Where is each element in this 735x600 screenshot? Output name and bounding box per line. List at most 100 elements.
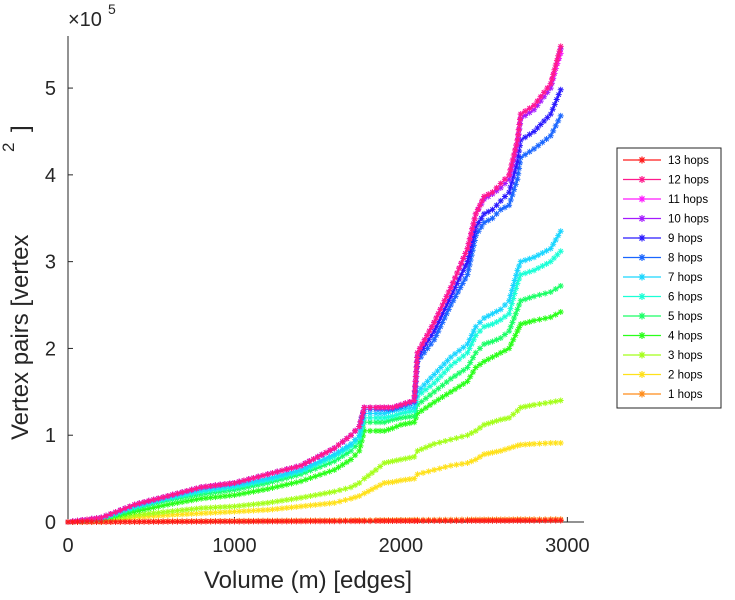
data-point bbox=[321, 500, 328, 507]
data-point bbox=[411, 387, 418, 394]
data-point bbox=[468, 458, 475, 465]
data-point bbox=[466, 345, 473, 352]
data-point bbox=[193, 496, 200, 503]
data-point bbox=[293, 518, 300, 525]
data-point bbox=[347, 495, 354, 502]
data-point bbox=[385, 404, 392, 411]
data-point bbox=[250, 518, 257, 525]
data-point bbox=[421, 349, 428, 356]
data-point bbox=[406, 413, 413, 420]
data-point bbox=[367, 404, 374, 411]
data-point bbox=[397, 410, 404, 417]
plot-series bbox=[65, 43, 564, 525]
data-point bbox=[372, 404, 379, 411]
data-point bbox=[317, 471, 324, 478]
data-point bbox=[397, 401, 404, 408]
data-point bbox=[447, 302, 454, 309]
data-point bbox=[481, 315, 488, 322]
data-point bbox=[212, 494, 219, 501]
data-point bbox=[522, 134, 529, 141]
data-point bbox=[531, 145, 538, 152]
data-point bbox=[188, 518, 195, 525]
legend-label: 5 hops bbox=[668, 311, 703, 323]
data-point bbox=[302, 518, 309, 525]
data-point bbox=[367, 518, 374, 525]
data-point bbox=[331, 445, 338, 452]
data-point bbox=[508, 161, 515, 168]
data-point bbox=[245, 489, 252, 496]
data-point bbox=[508, 300, 515, 307]
data-point bbox=[361, 518, 368, 525]
data-point bbox=[431, 319, 438, 326]
data-point bbox=[369, 486, 376, 493]
data-point bbox=[357, 418, 364, 425]
data-point bbox=[231, 518, 238, 525]
data-point bbox=[411, 413, 418, 420]
data-point bbox=[174, 490, 181, 497]
data-point bbox=[531, 317, 538, 324]
data-point bbox=[464, 364, 471, 371]
data-point bbox=[381, 427, 388, 434]
data-point bbox=[250, 478, 257, 485]
data-point bbox=[331, 518, 338, 525]
data-point bbox=[279, 505, 286, 512]
data-point bbox=[255, 477, 262, 484]
data-point bbox=[389, 404, 396, 411]
data-point bbox=[356, 432, 363, 439]
data-point bbox=[381, 518, 388, 525]
data-point bbox=[236, 491, 243, 498]
data-point bbox=[352, 436, 359, 443]
data-point bbox=[478, 215, 485, 222]
data-point bbox=[543, 136, 550, 143]
data-point bbox=[103, 518, 110, 525]
data-point bbox=[464, 341, 471, 348]
y-axis-title-superscript: 2 bbox=[0, 143, 18, 152]
data-point bbox=[543, 260, 550, 267]
data-point bbox=[98, 514, 105, 521]
data-point bbox=[472, 517, 479, 524]
data-point bbox=[549, 106, 556, 113]
data-point bbox=[471, 215, 478, 222]
data-point bbox=[443, 379, 450, 386]
data-point bbox=[557, 440, 564, 447]
data-point bbox=[422, 444, 429, 451]
data-point bbox=[427, 402, 434, 409]
data-point bbox=[531, 254, 538, 261]
data-point bbox=[420, 345, 427, 352]
data-point bbox=[385, 479, 392, 486]
data-point bbox=[510, 295, 517, 302]
data-point bbox=[293, 503, 300, 510]
data-point bbox=[468, 517, 475, 524]
series-3-hops bbox=[65, 397, 564, 525]
data-point bbox=[472, 349, 479, 356]
data-point bbox=[547, 314, 554, 321]
data-point bbox=[385, 426, 392, 433]
data-point bbox=[424, 345, 431, 352]
data-point bbox=[493, 517, 500, 524]
data-point bbox=[468, 230, 475, 237]
data-point bbox=[198, 510, 205, 517]
data-point bbox=[542, 315, 549, 322]
data-point bbox=[412, 373, 419, 380]
data-point bbox=[155, 509, 162, 516]
data-point bbox=[126, 518, 133, 525]
data-point bbox=[250, 488, 257, 495]
data-point bbox=[298, 478, 305, 485]
data-point bbox=[550, 241, 557, 248]
data-point bbox=[361, 427, 368, 434]
data-point bbox=[516, 159, 523, 166]
data-point bbox=[179, 511, 186, 518]
data-point bbox=[526, 109, 533, 116]
data-point bbox=[424, 332, 431, 339]
data-point bbox=[283, 496, 290, 503]
data-point bbox=[447, 375, 454, 382]
data-point bbox=[497, 416, 504, 423]
data-point bbox=[522, 441, 529, 448]
data-point bbox=[506, 310, 513, 317]
data-point bbox=[131, 518, 138, 525]
data-point bbox=[526, 517, 533, 524]
data-point bbox=[555, 52, 562, 59]
data-point bbox=[318, 451, 325, 458]
data-point bbox=[339, 461, 346, 468]
data-point bbox=[489, 321, 496, 328]
